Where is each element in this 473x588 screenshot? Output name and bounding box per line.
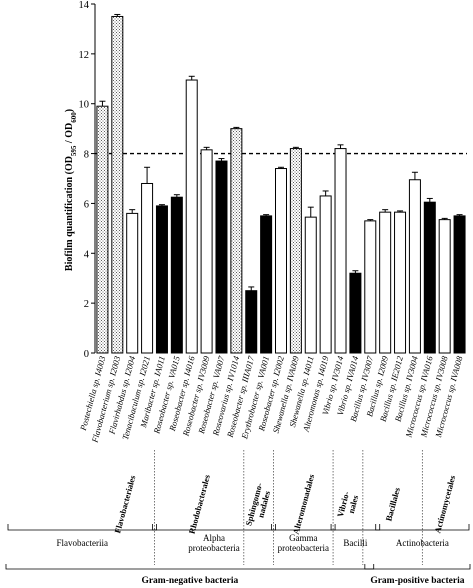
order-label: Actinomycetales bbox=[432, 474, 457, 535]
class-label: Alpha bbox=[203, 533, 225, 543]
y-axis-label: Biofilm quantification (OD595 / OD600) bbox=[64, 109, 78, 271]
bars bbox=[96, 13, 466, 354]
class-label: Actinobacteria bbox=[396, 538, 449, 548]
bar bbox=[349, 272, 362, 354]
bar bbox=[170, 196, 183, 354]
bar bbox=[96, 105, 109, 354]
y-tick-label: 0 bbox=[84, 349, 89, 360]
bar bbox=[185, 79, 198, 354]
bar bbox=[319, 195, 332, 354]
bar bbox=[200, 149, 213, 354]
bar bbox=[215, 160, 228, 354]
class-label: proteobacteria bbox=[188, 543, 239, 553]
group-bracket bbox=[5, 564, 375, 570]
class-label: Gamma bbox=[289, 533, 318, 543]
bar bbox=[141, 182, 154, 354]
group-bracket bbox=[364, 564, 471, 570]
y-tick-label: 2 bbox=[84, 299, 89, 310]
y-tick-label: 4 bbox=[84, 249, 90, 260]
y-axis: 0 2 4 6 8 10 12 14 bbox=[79, 0, 96, 360]
bar bbox=[245, 290, 258, 354]
bar bbox=[111, 15, 124, 354]
order-label: Rhodobacterales bbox=[187, 473, 213, 535]
y-tick-label: 14 bbox=[79, 0, 90, 11]
class-label: Flavobacteriia bbox=[57, 538, 108, 548]
class-label: proteobacteria bbox=[278, 543, 329, 553]
y-tick-label: 10 bbox=[79, 100, 90, 111]
bar bbox=[453, 215, 466, 354]
bar bbox=[126, 212, 139, 354]
bar bbox=[408, 179, 421, 354]
y-tick-label: 12 bbox=[79, 50, 90, 61]
bar bbox=[379, 211, 392, 354]
bar bbox=[423, 201, 436, 354]
order-label: Alteromonadales bbox=[291, 472, 317, 535]
bar bbox=[289, 148, 302, 354]
bar bbox=[438, 219, 451, 354]
taxonomy-annotations: Flavobacteriales Rhodobacterales Sphingomo… bbox=[5, 450, 471, 586]
order-label: Flavobacteriales bbox=[112, 474, 137, 535]
bar bbox=[364, 220, 377, 354]
bar bbox=[334, 148, 347, 354]
order-label: nales bbox=[346, 493, 361, 514]
class-bracket bbox=[330, 524, 381, 531]
bar bbox=[155, 205, 168, 354]
order-label: Bacillales bbox=[383, 486, 402, 523]
bar bbox=[304, 216, 317, 354]
class-label: Bacilli bbox=[343, 538, 367, 548]
bar bbox=[275, 168, 287, 354]
group-label: Gram-positive bacteria bbox=[370, 576, 464, 586]
class-bracket bbox=[375, 524, 470, 531]
y-tick-label: 8 bbox=[84, 150, 89, 161]
class-bracket bbox=[7, 524, 157, 531]
group-label: Gram-negative bacteria bbox=[141, 576, 238, 586]
bar bbox=[230, 128, 243, 354]
y-tick-label: 6 bbox=[84, 199, 89, 210]
class-bracket bbox=[152, 524, 276, 531]
bar bbox=[260, 215, 273, 354]
class-bracket bbox=[271, 524, 336, 531]
bar bbox=[394, 211, 407, 354]
